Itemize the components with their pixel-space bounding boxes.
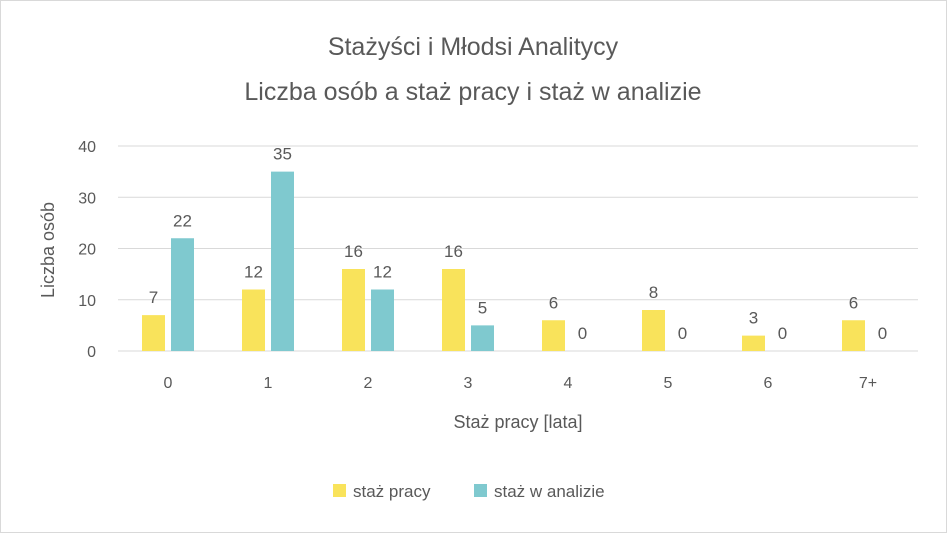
data-label: 12 <box>244 263 263 282</box>
x-tick-label: 0 <box>164 375 173 392</box>
x-tick-label: 7+ <box>859 375 877 392</box>
data-label: 0 <box>878 324 887 343</box>
legend-swatch <box>474 484 487 497</box>
y-tick-label: 10 <box>78 293 96 310</box>
data-label: 7 <box>149 288 158 307</box>
x-tick-label: 3 <box>464 375 473 392</box>
x-tick-label: 6 <box>764 375 773 392</box>
bar-staz-pracy <box>742 335 765 351</box>
x-tick-label: 1 <box>264 375 273 392</box>
data-label: 0 <box>678 324 687 343</box>
x-tick-label: 4 <box>564 375 573 392</box>
data-label: 3 <box>749 309 758 328</box>
y-tick-label: 20 <box>78 242 96 259</box>
data-label: 16 <box>344 242 363 261</box>
y-tick-label: 30 <box>78 190 96 207</box>
data-label: 12 <box>373 263 392 282</box>
x-tick-label: 2 <box>364 375 373 392</box>
chart-title: Stażyści i Młodsi Analitycy <box>328 33 619 61</box>
y-tick-label: 0 <box>87 344 96 361</box>
bar-staz-w-analizie <box>471 325 494 351</box>
data-label: 6 <box>849 293 858 312</box>
legend-swatch <box>333 484 346 497</box>
bar-staz-pracy <box>642 310 665 351</box>
bar-staz-w-analizie <box>271 171 294 351</box>
bar-staz-pracy <box>342 269 365 351</box>
data-label: 16 <box>444 242 463 261</box>
data-label: 22 <box>173 211 192 230</box>
bar-staz-pracy <box>442 269 465 351</box>
bar-staz-w-analizie <box>371 289 394 351</box>
bar-staz-pracy <box>242 289 265 351</box>
data-label: 0 <box>778 324 787 343</box>
legend-label: staż w analizie <box>494 482 605 501</box>
y-axis-label: Liczba osób <box>38 202 58 298</box>
bar-staz-pracy <box>142 315 165 351</box>
bar-staz-w-analizie <box>171 238 194 351</box>
data-label: 5 <box>478 298 487 317</box>
legend-label: staż pracy <box>353 482 431 501</box>
bar-staz-pracy <box>542 320 565 351</box>
x-tick-label: 5 <box>664 375 673 392</box>
x-axis-label: Staż pracy [lata] <box>453 412 582 432</box>
y-tick-label: 40 <box>78 139 96 156</box>
data-label: 8 <box>649 283 658 302</box>
chart-subtitle: Liczba osób a staż pracy i staż w analiz… <box>244 78 701 106</box>
data-label: 0 <box>578 324 587 343</box>
data-label: 6 <box>549 293 558 312</box>
bar-staz-pracy <box>842 320 865 351</box>
data-label: 35 <box>273 145 292 164</box>
